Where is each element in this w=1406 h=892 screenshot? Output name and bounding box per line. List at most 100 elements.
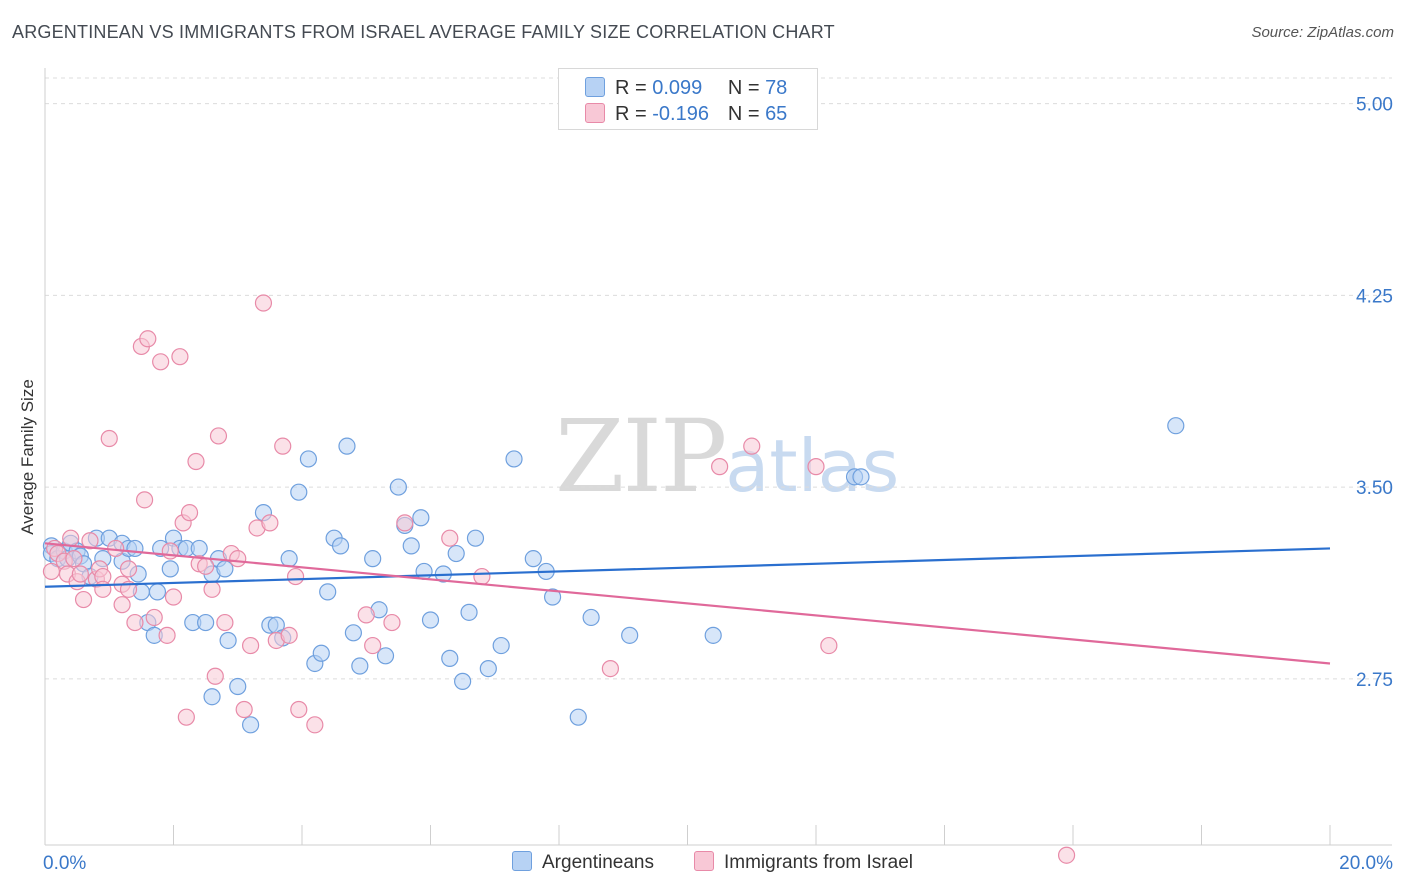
data-point	[42, 562, 61, 581]
data-point	[704, 626, 722, 644]
data-point	[415, 562, 433, 581]
legend-row-israel: R = -0.196 N = 65	[585, 103, 787, 127]
x-tick-label-max: 20.0%	[1339, 853, 1393, 874]
data-point	[126, 613, 144, 632]
data-point	[299, 450, 318, 468]
data-point	[331, 537, 350, 555]
data-point	[364, 636, 382, 655]
data-point	[229, 550, 247, 568]
data-point	[376, 647, 395, 665]
data-point	[286, 567, 305, 586]
data-point	[261, 514, 279, 532]
series-israel-points	[42, 294, 1076, 864]
data-point	[505, 450, 523, 468]
correlation-legend: R = 0.099 N = 78 R = -0.196 N = 65	[558, 68, 818, 130]
data-point	[460, 603, 478, 621]
data-point	[190, 539, 208, 558]
data-point	[197, 557, 215, 575]
data-point	[113, 596, 131, 614]
data-point	[242, 636, 260, 655]
chart-title: ARGENTINEAN VS IMMIGRANTS FROM ISRAEL AV…	[12, 22, 835, 42]
data-point	[177, 708, 195, 726]
axes	[44, 68, 1392, 846]
data-point	[148, 583, 167, 601]
data-point	[135, 491, 154, 509]
gridlines	[45, 77, 1392, 680]
data-point	[180, 504, 199, 522]
data-point	[152, 353, 170, 371]
data-point	[1057, 846, 1076, 864]
data-point	[383, 613, 401, 632]
data-point	[145, 608, 163, 627]
y-tick-label: 2.75	[1356, 670, 1393, 691]
data-point	[524, 550, 542, 568]
legend-swatch-blue	[585, 77, 605, 97]
data-point	[441, 649, 459, 667]
data-point	[412, 509, 430, 527]
data-point	[119, 560, 138, 578]
series-argentineans-points	[42, 417, 1185, 734]
data-point	[62, 529, 80, 547]
data-point	[219, 631, 237, 650]
legend-r-label: R =	[615, 77, 647, 99]
data-point	[209, 427, 228, 445]
bottom-legend-argentineans[interactable]: Argentineans	[512, 851, 654, 874]
data-point	[126, 539, 144, 558]
data-point	[447, 544, 465, 563]
x-tick-label-min: 0.0%	[43, 853, 86, 874]
data-point	[65, 550, 83, 568]
legend-n-label: N =	[727, 103, 760, 125]
data-point	[479, 659, 497, 678]
data-point	[492, 636, 510, 655]
data-point	[357, 606, 375, 624]
bottom-legend-swatch-blue	[512, 851, 532, 871]
tick-labels: 2.75 3.50 4.25 5.00 0.0% 20.0%	[43, 95, 1393, 874]
data-point	[203, 580, 221, 598]
data-point	[807, 458, 825, 476]
data-point	[569, 708, 587, 726]
data-point	[389, 478, 407, 496]
data-point	[139, 330, 157, 348]
data-point	[364, 550, 382, 568]
bottom-legend-israel[interactable]: Immigrants from Israel	[694, 851, 913, 874]
data-point	[71, 565, 89, 583]
data-point	[229, 677, 247, 696]
legend-r-value: 0.099	[652, 77, 703, 99]
legend-n-value: 78	[765, 77, 788, 99]
data-point	[242, 716, 260, 734]
data-point	[852, 468, 870, 486]
data-point	[197, 613, 215, 632]
data-point	[274, 437, 292, 455]
data-point	[402, 537, 420, 555]
data-point	[203, 688, 221, 706]
data-point	[81, 532, 99, 550]
data-point	[743, 437, 761, 455]
trend-line-argentineans	[44, 547, 1331, 588]
bottom-legend-label: Argentineans	[542, 852, 654, 873]
legend-swatch-pink	[585, 103, 605, 123]
data-point	[543, 588, 562, 606]
data-point	[280, 550, 298, 568]
data-point	[216, 560, 234, 578]
trend-lines	[44, 542, 1331, 665]
legend-row-argentineans: R = 0.099 N = 78	[585, 77, 787, 101]
data-point	[344, 624, 362, 642]
data-point	[621, 626, 639, 644]
data-point	[187, 452, 205, 471]
data-point	[254, 294, 273, 312]
legend-r-label: R =	[615, 103, 647, 125]
data-point	[454, 672, 472, 690]
data-point	[158, 626, 176, 644]
trend-line-israel	[44, 542, 1331, 665]
data-point	[582, 608, 600, 627]
legend-r-value: -0.196	[652, 103, 709, 125]
bottom-legend-swatch-pink	[694, 851, 714, 871]
data-point	[206, 667, 224, 685]
data-point	[171, 348, 189, 366]
data-point	[351, 657, 369, 675]
data-point	[312, 644, 330, 662]
y-tick-label: 3.50	[1356, 478, 1393, 499]
data-point	[396, 514, 414, 532]
y-tick-label: 5.00	[1356, 95, 1393, 116]
